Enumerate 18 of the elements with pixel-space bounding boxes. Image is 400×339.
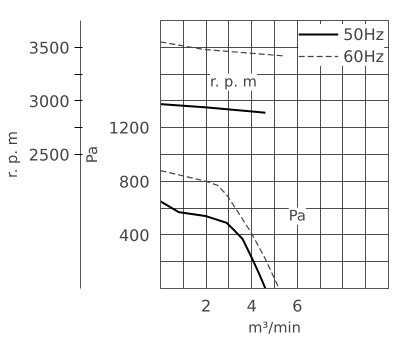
annotation: r. p. m bbox=[210, 74, 257, 91]
legend-label: 50Hz bbox=[343, 24, 384, 44]
line-series bbox=[160, 200, 266, 288]
y-axis-title: Pa bbox=[84, 146, 101, 164]
y2-tick-label: 3500 bbox=[28, 38, 70, 58]
x-axis-title: m³/min bbox=[248, 320, 301, 336]
x-tick-label: 6 bbox=[292, 296, 302, 316]
annotation: Pa bbox=[288, 208, 306, 225]
y2-axis-title: r. p. m bbox=[4, 131, 21, 178]
x-tick-label: 4 bbox=[246, 296, 257, 316]
legend-label: 60Hz bbox=[343, 46, 384, 66]
y-tick-label: 800 bbox=[118, 172, 150, 192]
line-series bbox=[160, 170, 280, 288]
y-tick-label: 400 bbox=[118, 226, 150, 245]
y-tick-label: 1200 bbox=[108, 118, 150, 138]
x-tick-label: 2 bbox=[201, 296, 212, 316]
y2-tick-label: 3000 bbox=[28, 92, 70, 111]
y2-tick-label: 2500 bbox=[28, 146, 70, 164]
